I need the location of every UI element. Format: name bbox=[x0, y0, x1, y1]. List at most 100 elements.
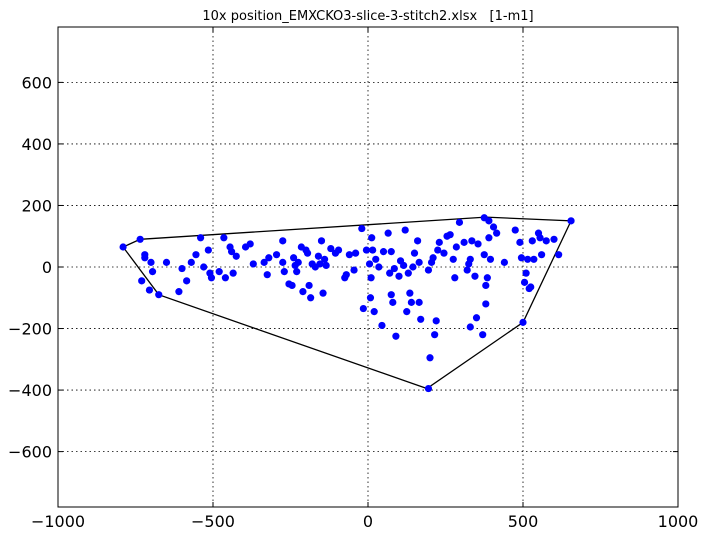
data-point bbox=[426, 354, 434, 362]
data-point bbox=[468, 237, 476, 245]
data-point bbox=[406, 289, 414, 297]
data-point bbox=[434, 246, 442, 254]
data-point bbox=[378, 321, 386, 330]
data-point bbox=[452, 243, 460, 251]
data-point bbox=[352, 249, 360, 257]
data-point bbox=[538, 251, 546, 259]
data-point bbox=[386, 269, 394, 277]
axis-ticks: −1000 −500 0 500 1000 −600 −400 −200 0 200 400 600 bbox=[8, 27, 698, 531]
data-point bbox=[229, 269, 237, 277]
data-point bbox=[350, 266, 358, 274]
data-point bbox=[162, 258, 171, 266]
data-point bbox=[321, 255, 329, 263]
data-point bbox=[303, 249, 312, 257]
data-point bbox=[279, 237, 287, 245]
data-point bbox=[221, 274, 229, 282]
data-point bbox=[410, 249, 419, 257]
data-point bbox=[369, 246, 377, 254]
data-points bbox=[119, 214, 575, 393]
x-tick-label: −1000 bbox=[31, 512, 85, 531]
data-point bbox=[440, 249, 448, 257]
data-point bbox=[334, 246, 343, 254]
data-point bbox=[390, 264, 398, 273]
chart-title: 10x position_EMXCKO3-slice-3-stitch2.xls… bbox=[202, 9, 534, 24]
data-point bbox=[479, 331, 487, 339]
data-point bbox=[272, 251, 281, 259]
data-point bbox=[148, 268, 157, 276]
data-point bbox=[322, 261, 330, 270]
y-tick-label: −600 bbox=[8, 443, 52, 462]
data-point bbox=[366, 294, 375, 302]
data-point bbox=[466, 255, 474, 263]
data-point bbox=[147, 258, 155, 266]
data-point bbox=[249, 260, 257, 268]
data-point bbox=[372, 255, 380, 263]
data-point bbox=[415, 258, 423, 266]
data-point bbox=[493, 229, 501, 237]
data-point bbox=[358, 224, 366, 233]
data-point bbox=[480, 251, 488, 259]
data-point bbox=[431, 331, 439, 339]
data-point bbox=[519, 318, 527, 326]
data-point bbox=[294, 258, 302, 266]
data-point bbox=[483, 274, 491, 282]
data-point bbox=[424, 266, 433, 274]
data-point bbox=[460, 238, 468, 246]
data-point bbox=[319, 289, 327, 297]
data-point bbox=[466, 323, 474, 331]
data-point bbox=[327, 244, 335, 253]
data-point bbox=[136, 235, 144, 243]
x-tick-label: −500 bbox=[191, 512, 235, 531]
data-point bbox=[265, 254, 273, 262]
data-point bbox=[387, 291, 395, 299]
y-tick-label: 200 bbox=[21, 196, 52, 215]
data-point bbox=[471, 272, 479, 280]
data-point bbox=[449, 255, 457, 263]
data-point bbox=[379, 248, 388, 256]
data-point bbox=[232, 252, 240, 260]
data-point bbox=[293, 268, 301, 276]
data-point bbox=[446, 231, 454, 239]
data-point bbox=[392, 332, 400, 340]
data-point bbox=[279, 258, 287, 266]
data-point bbox=[263, 271, 271, 279]
data-point bbox=[305, 281, 313, 290]
data-point bbox=[187, 258, 195, 266]
data-point bbox=[417, 315, 425, 323]
data-point bbox=[119, 243, 127, 251]
data-point bbox=[389, 298, 397, 306]
data-point bbox=[192, 251, 200, 259]
data-point bbox=[362, 246, 371, 254]
data-point bbox=[384, 229, 392, 237]
data-point bbox=[290, 254, 298, 262]
data-point bbox=[365, 260, 374, 268]
data-point bbox=[175, 288, 183, 296]
data-point bbox=[435, 238, 443, 246]
data-point bbox=[280, 268, 288, 276]
data-point bbox=[415, 298, 423, 306]
data-point bbox=[370, 308, 378, 316]
data-point bbox=[485, 234, 493, 242]
data-point bbox=[345, 251, 353, 259]
data-point bbox=[567, 217, 575, 225]
data-point bbox=[542, 237, 550, 245]
data-point bbox=[138, 277, 146, 285]
data-point bbox=[451, 274, 459, 282]
data-point bbox=[395, 272, 403, 280]
data-point bbox=[407, 298, 415, 306]
data-point bbox=[215, 268, 223, 276]
x-tick-label: 1000 bbox=[658, 512, 699, 531]
data-point bbox=[409, 263, 417, 271]
data-point bbox=[145, 286, 154, 294]
data-point bbox=[555, 251, 563, 259]
data-point bbox=[197, 234, 205, 242]
y-tick-label: −400 bbox=[8, 381, 52, 400]
data-point bbox=[260, 258, 268, 266]
data-point bbox=[472, 314, 481, 322]
y-tick-label: 0 bbox=[42, 258, 52, 277]
data-point bbox=[511, 226, 519, 234]
data-point bbox=[429, 254, 437, 262]
data-point bbox=[342, 271, 350, 279]
data-point bbox=[424, 384, 433, 393]
